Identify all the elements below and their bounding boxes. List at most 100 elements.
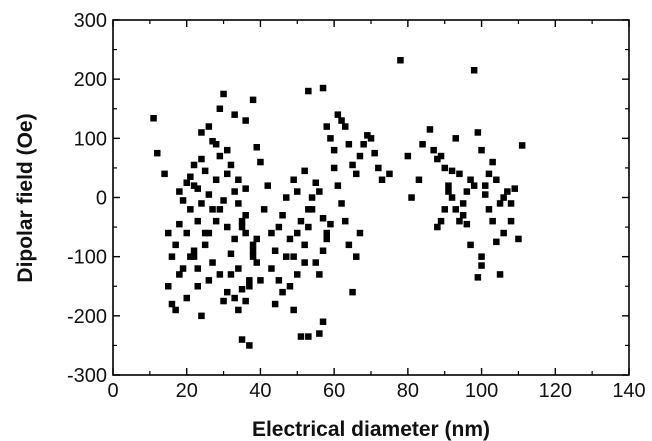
data-point [345, 241, 353, 249]
data-point [176, 220, 183, 228]
data-point [220, 297, 227, 305]
data-point [176, 271, 183, 278]
data-point [459, 200, 467, 207]
data-point [216, 105, 224, 112]
data-point [168, 253, 176, 260]
data-point [349, 288, 356, 296]
data-point [316, 188, 323, 195]
data-point [397, 57, 404, 64]
data-point [507, 217, 515, 225]
data-point [242, 297, 249, 305]
data-point [190, 182, 198, 189]
data-point [205, 229, 213, 237]
data-point [279, 288, 286, 296]
data-point [294, 188, 301, 195]
data-point [452, 135, 459, 142]
x-tick-label: 60 [323, 380, 345, 402]
data-point [242, 229, 249, 237]
data-point [231, 294, 238, 302]
data-point [194, 217, 201, 225]
data-point [283, 253, 290, 260]
data-point [150, 115, 157, 122]
data-point [493, 238, 500, 246]
data-point [496, 200, 504, 207]
data-point [209, 206, 216, 213]
data-point [349, 161, 356, 169]
tick-labels: 0 20 40 60 80 100 120 140 300 200 100 0 -100 -200 -300 [67, 10, 646, 402]
data-point [224, 288, 231, 296]
data-point [190, 161, 198, 169]
data-point [478, 146, 485, 154]
data-point [227, 161, 235, 169]
data-point [176, 188, 183, 195]
data-point [445, 188, 452, 195]
data-point [257, 158, 264, 166]
data-point [235, 176, 242, 183]
data-point [290, 253, 297, 260]
data-point [456, 170, 463, 178]
data-point [190, 247, 198, 254]
data-point [316, 330, 323, 337]
data-point [246, 277, 253, 284]
data-point [434, 155, 441, 163]
data-point [154, 149, 161, 157]
data-point [235, 200, 242, 207]
data-point [268, 265, 275, 272]
y-tick-label: 300 [74, 10, 107, 32]
y-tick-label: -300 [67, 365, 107, 387]
data-point [334, 111, 342, 118]
data-point [165, 229, 172, 237]
data-point [224, 170, 231, 178]
data-point [470, 67, 478, 74]
data-point [323, 229, 330, 237]
data-point [478, 253, 485, 260]
data-point [485, 170, 493, 178]
data-point [201, 167, 209, 175]
data-point [323, 123, 330, 130]
x-tick-label: 140 [612, 380, 645, 402]
data-point [338, 200, 345, 207]
data-point [271, 247, 279, 254]
data-point [319, 215, 327, 222]
data-point [183, 294, 190, 302]
data-point [216, 206, 224, 213]
data-point [275, 223, 283, 231]
data-point [378, 176, 386, 183]
data-point [168, 300, 176, 308]
data-point [515, 235, 522, 243]
data-point [231, 111, 238, 118]
data-point [500, 229, 507, 237]
data-point [316, 271, 323, 278]
data-point [242, 212, 249, 219]
data-point [507, 200, 515, 207]
y-tick-label: 100 [74, 128, 107, 150]
data-point [330, 164, 338, 172]
data-point [305, 333, 312, 340]
data-point [246, 283, 253, 290]
y-tick-label: -100 [67, 247, 107, 269]
data-point [489, 217, 496, 225]
data-point [404, 152, 412, 160]
data-point [478, 262, 485, 269]
data-point [426, 126, 434, 133]
data-point [187, 253, 194, 260]
data-point [456, 217, 463, 225]
data-point [220, 90, 227, 98]
data-point [268, 229, 275, 237]
data-points [150, 57, 526, 349]
data-point [437, 217, 445, 225]
data-point [342, 123, 349, 130]
data-point [216, 271, 224, 278]
y-tick-label: 0 [96, 188, 107, 210]
data-point [201, 241, 209, 249]
data-point [430, 146, 437, 154]
data-point [312, 259, 319, 266]
data-point [275, 277, 283, 284]
data-point [301, 241, 308, 249]
data-point [441, 164, 448, 172]
data-point [253, 259, 260, 266]
data-point [260, 206, 268, 213]
data-point [246, 342, 253, 349]
x-tick-label: 20 [176, 380, 198, 402]
